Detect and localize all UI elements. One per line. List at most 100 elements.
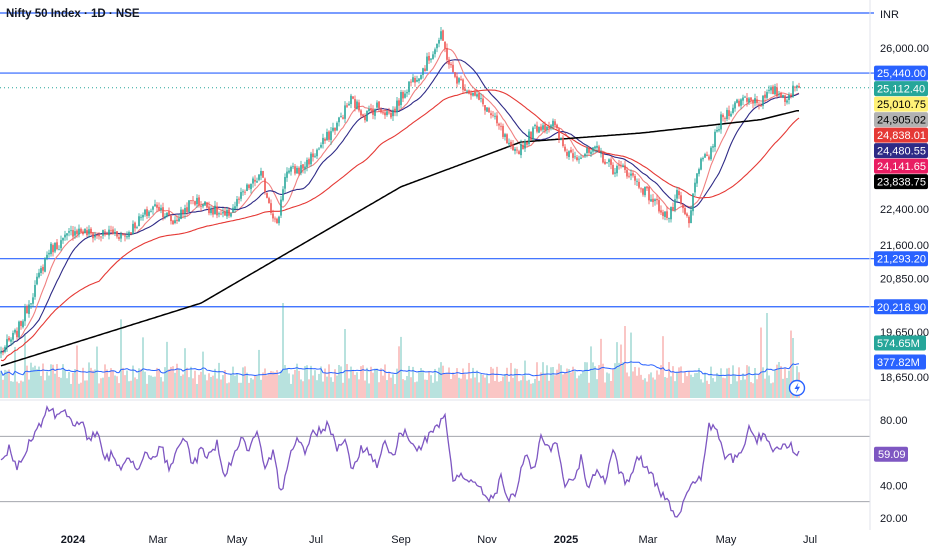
candle (240, 187, 242, 202)
candle (580, 154, 582, 160)
svg-text:59.09: 59.09 (878, 449, 906, 461)
candle (190, 199, 192, 205)
price-tag[interactable]: 25,440.00 (874, 65, 928, 81)
candle (796, 84, 798, 92)
price-tag[interactable]: 24,905.02 (874, 112, 928, 128)
candle (666, 206, 668, 221)
volume-bar (20, 380, 22, 398)
candle (300, 160, 302, 176)
candle (332, 122, 334, 133)
volume-bar (750, 382, 752, 398)
currency-box[interactable] (874, 5, 914, 23)
rsi-value-tag[interactable]: 59.09 (874, 446, 908, 462)
volume-bar (260, 379, 262, 398)
volume-bar (296, 363, 298, 398)
volume-bar (372, 372, 374, 398)
price-tag[interactable]: 23,838.75 (874, 174, 928, 190)
volume-bar (700, 379, 702, 398)
volume-tag[interactable]: 377.82M (874, 354, 926, 370)
volume-bar (708, 384, 710, 398)
candle (412, 73, 414, 83)
candle (746, 92, 748, 107)
volume-bar (258, 349, 260, 398)
candle (350, 93, 352, 109)
candle (276, 217, 278, 224)
volume-bar (324, 368, 326, 398)
volume-bar (422, 370, 424, 398)
candle (488, 106, 490, 114)
price-tag[interactable]: 25,010.75 (874, 96, 928, 112)
volume-bar (756, 379, 758, 398)
volume-bar (630, 332, 632, 398)
volume-bar (662, 336, 664, 398)
candle (88, 225, 90, 239)
candle (776, 83, 778, 99)
candle (238, 196, 240, 204)
volume-bar (568, 369, 570, 398)
candle (736, 98, 738, 104)
volume-bar (244, 366, 246, 398)
volume-bar (652, 377, 654, 398)
volume-bar (162, 381, 164, 398)
candle (340, 112, 342, 118)
volume-bar (566, 368, 568, 398)
currency-label[interactable]: INR (880, 9, 899, 21)
volume-bar (44, 380, 46, 398)
volume-bar (406, 376, 408, 398)
volume-bar (352, 370, 354, 398)
candle (480, 93, 482, 103)
volume-tag[interactable]: 574.65M (874, 335, 926, 351)
volume-bar (198, 374, 200, 398)
candle (232, 204, 234, 213)
price-tag[interactable]: 20,218.90 (874, 299, 928, 315)
volume-bar (596, 379, 598, 398)
candle (538, 126, 540, 134)
candle (524, 139, 526, 152)
candle (492, 110, 494, 118)
volume-bar (408, 365, 410, 398)
candle (752, 99, 754, 109)
price-tag[interactable]: 24,480.55 (874, 143, 928, 159)
price-tag[interactable]: 24,141.65 (874, 158, 928, 174)
volume-bar (238, 382, 240, 398)
candle (226, 206, 228, 220)
candle (770, 85, 772, 95)
price-tag[interactable]: 24,838.01 (874, 127, 928, 143)
candle (608, 158, 610, 167)
volume-bar (264, 368, 266, 398)
candle (540, 123, 542, 132)
volume-bar (714, 381, 716, 398)
volume-bar (736, 381, 738, 398)
volume-bar (18, 383, 20, 398)
candle (748, 97, 750, 105)
candle (432, 51, 434, 60)
volume-bar (444, 373, 446, 398)
volume-bar (442, 365, 444, 398)
candle (652, 193, 654, 207)
lightning-icon[interactable] (788, 379, 806, 397)
volume-bar (464, 374, 466, 398)
candle (344, 101, 346, 123)
volume-bar (218, 362, 220, 398)
candle (326, 128, 328, 141)
candle (604, 158, 606, 165)
candle (64, 230, 66, 241)
candle (676, 186, 678, 202)
price-tag[interactable]: 21,293.20 (874, 251, 928, 267)
candle (316, 148, 318, 159)
volume-bar (36, 369, 38, 398)
candle (16, 327, 18, 340)
volume-bar (742, 373, 744, 398)
volume-bar (580, 373, 582, 398)
volume-bar (284, 365, 286, 398)
candle (714, 129, 716, 152)
volume-bar (650, 372, 652, 398)
candle (460, 75, 462, 81)
volume-bar (152, 376, 154, 398)
candle (12, 330, 14, 345)
candle (632, 171, 634, 178)
price-tag[interactable]: 25,112.40 (874, 81, 928, 97)
volume-bar (712, 378, 714, 398)
volume-bar (546, 365, 548, 398)
